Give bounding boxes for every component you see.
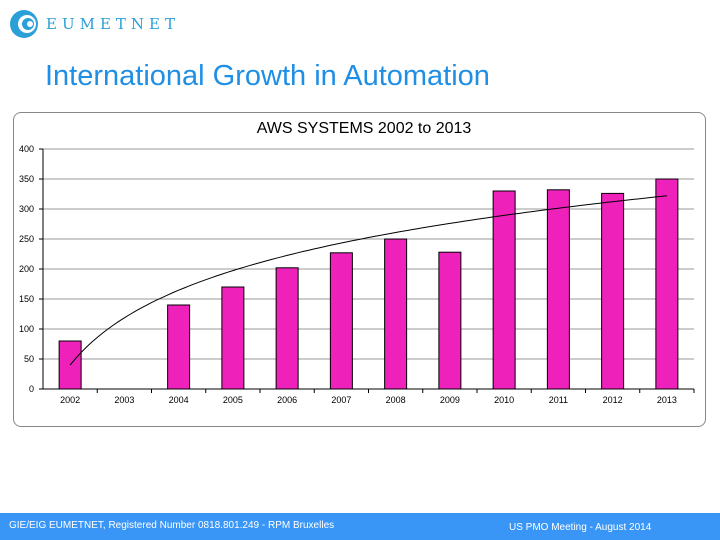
x-tick-label-2007: 2007 [331,395,351,405]
x-tick-label-2010: 2010 [494,395,514,405]
bar-2012 [601,192,625,390]
y-tick-label: 350 [19,174,34,184]
y-tick-label: 0 [29,384,34,394]
x-tick-label-2013: 2013 [657,395,677,405]
y-tick-label: 300 [19,204,34,214]
x-tick-label-2009: 2009 [440,395,460,405]
bar-2008 [384,238,408,390]
y-tick-label: 200 [19,264,34,274]
bar-2006 [275,267,299,390]
y-tick-label: 400 [19,144,34,154]
bar-2005 [221,286,245,390]
logo-swirl-icon [10,10,38,38]
y-tick-label: 50 [24,354,34,364]
bar-2004 [167,304,191,390]
logo-text: EUMETNET [46,15,180,33]
bar-2007 [329,252,353,390]
slide-title: International Growth in Automation [45,60,490,92]
y-tick-label: 150 [19,294,34,304]
bar-2013 [655,178,679,390]
trendline [69,195,667,366]
bar-2011 [546,189,570,390]
chart-frame [13,112,706,427]
chart-title: AWS SYSTEMS 2002 to 2013 [256,120,472,137]
y-tick-label: 100 [19,324,34,334]
footer: GIE/EIG EUMETNET, Registered Number 0818… [0,513,720,540]
x-tick-label-2005: 2005 [223,395,243,405]
x-tick-label-2006: 2006 [277,395,297,405]
x-tick-label-2003: 2003 [114,395,134,405]
x-tick-label-2004: 2004 [169,395,189,405]
eumetnet-logo: EUMETNET [8,8,180,40]
x-tick-label-2008: 2008 [386,395,406,405]
x-tick-label-2011: 2011 [549,395,568,405]
bar-2009 [438,251,462,390]
y-tick-label: 250 [19,234,34,244]
footer-meeting: US PMO Meeting - August 2014 [509,522,652,533]
x-tick-label-2012: 2012 [603,395,623,405]
x-tick-label-2002: 2002 [60,395,80,405]
footer-registration: GIE/EIG EUMETNET, Registered Number 0818… [9,520,335,531]
bar-2010 [492,190,516,390]
